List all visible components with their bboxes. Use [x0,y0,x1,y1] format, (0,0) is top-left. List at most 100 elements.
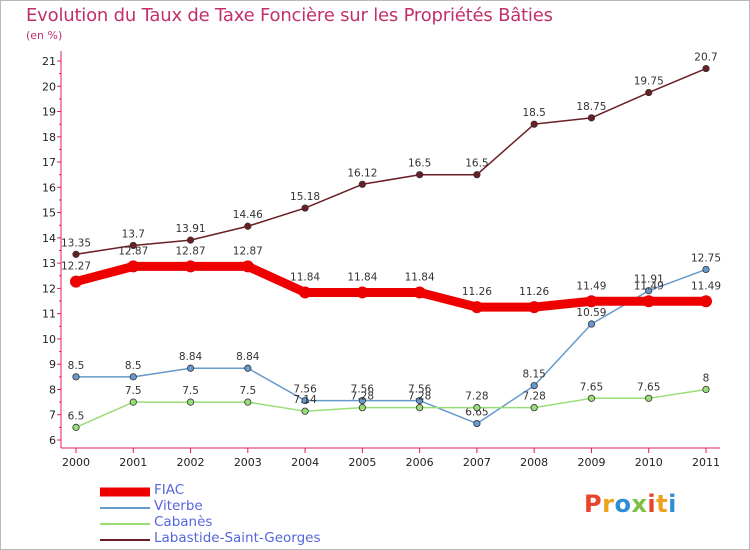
logo-letter: x [631,490,648,518]
y-tick-label: 16 [42,181,56,194]
logo-letter: i [647,490,657,518]
legend-item-fiac: FIAC [100,482,360,500]
data-label-fiac: 11.49 [576,280,606,292]
legend-label: Viterbe [154,498,203,514]
data-point-caban-s [416,404,424,412]
data-label-fiac: 11.49 [634,280,664,292]
data-label-caban-s: 7.28 [408,391,431,403]
data-label-caban-s: 7.28 [522,391,545,403]
data-label-labastide-saint-georges: 13.7 [122,228,145,240]
data-point-labastide-saint-georges [530,120,538,128]
x-tick-label: 2000 [62,456,90,469]
series-line-labastide-saint-georges [75,67,707,256]
data-label-viterbe: 7.56 [408,384,432,396]
logo-letter: P [584,490,603,518]
x-tick-label: 2007 [463,456,491,469]
data-label-fiac: 11.84 [290,271,320,283]
data-point-fiac [585,295,598,308]
x-tick-label: 2009 [577,456,605,469]
y-tick-label: 13 [42,257,56,270]
data-point-caban-s [358,404,366,412]
legend-swatch [100,507,150,509]
data-point-viterbe [72,373,80,381]
proxiti-logo: Proxiti [584,490,677,518]
chart-title: Evolution du Taux de Taxe Foncière sur l… [26,5,553,26]
data-label-fiac: 11.26 [519,286,549,298]
data-label-caban-s: 6.5 [68,410,85,422]
x-tick-label: 2008 [520,456,548,469]
data-point-caban-s [530,404,538,412]
y-tick-label: 8 [49,383,56,396]
data-label-labastide-saint-georges: 16.5 [408,158,431,170]
legend-item-caban-s: Cabanès [100,514,360,532]
data-label-fiac: 11.84 [405,271,435,283]
y-tick-label: 20 [42,80,56,93]
data-point-labastide-saint-georges [473,171,481,179]
data-point-fiac [700,295,712,308]
data-point-fiac [241,260,254,273]
data-label-labastide-saint-georges: 19.75 [634,76,664,88]
data-point-labastide-saint-georges [244,222,252,230]
y-tick-label: 15 [42,207,56,220]
data-point-fiac [413,286,426,299]
x-tick-label: 2001 [119,456,147,469]
data-point-caban-s [129,398,137,406]
data-point-fiac [299,286,312,299]
legend-swatch [100,539,150,541]
data-point-caban-s [702,385,710,394]
data-label-viterbe: 8.5 [68,360,85,372]
data-label-fiac: 12.87 [233,245,263,257]
x-tick-label: 2003 [234,456,262,469]
data-point-viterbe [129,373,137,381]
data-point-caban-s [186,398,195,406]
y-tick-label: 9 [49,358,56,371]
legend-item-viterbe: Viterbe [100,498,360,516]
data-point-caban-s [72,423,80,431]
y-tick-label: 18 [42,131,56,144]
x-tick-label: 2004 [291,456,319,469]
legend-label: Labastide-Saint-Georges [154,530,321,546]
data-point-labastide-saint-georges [301,204,309,212]
data-label-labastide-saint-georges: 15.18 [290,191,320,203]
data-label-labastide-saint-georges: 13.91 [176,223,206,235]
data-point-caban-s [301,407,309,415]
legend-swatch [100,487,150,497]
data-label-caban-s: 7.65 [580,381,603,393]
data-label-fiac: 12.27 [61,261,91,273]
data-point-viterbe [530,382,538,390]
data-label-caban-s: 7.65 [637,381,660,393]
data-point-viterbe [244,364,252,372]
y-tick-label: 21 [42,55,56,68]
data-label-caban-s: 7.28 [351,391,374,403]
data-point-fiac [642,295,655,308]
legend-item-labastide-saint-georges: Labastide-Saint-Georges [100,530,360,548]
data-point-viterbe [473,419,481,428]
logo-letter: t [656,490,669,518]
data-point-fiac [470,301,483,314]
data-point-caban-s [473,404,481,412]
data-point-fiac [70,275,82,288]
data-label-labastide-saint-georges: 18.75 [576,101,606,113]
y-tick-label: 6 [49,434,56,447]
data-label-viterbe: 8.15 [522,369,545,381]
data-label-viterbe: 12.75 [691,252,721,264]
legend-label: FIAC [154,482,185,498]
data-label-fiac: 12.87 [176,245,206,257]
data-label-viterbe: 10.59 [576,307,606,319]
x-tick-label: 2005 [348,456,376,469]
data-point-labastide-saint-georges [358,180,366,188]
data-point-labastide-saint-georges [645,88,653,97]
x-tick-label: 2002 [177,456,205,469]
data-point-labastide-saint-georges [72,250,80,258]
data-point-labastide-saint-georges [186,236,195,244]
y-tick-label: 17 [42,156,56,169]
data-point-labastide-saint-georges [587,114,596,122]
data-label-caban-s: 7.5 [239,385,256,397]
data-point-viterbe [645,287,653,295]
y-tick-label: 7 [49,409,56,422]
data-label-viterbe: 8.5 [125,360,142,372]
data-point-viterbe [587,320,596,328]
data-label-viterbe: 8.84 [179,351,203,363]
